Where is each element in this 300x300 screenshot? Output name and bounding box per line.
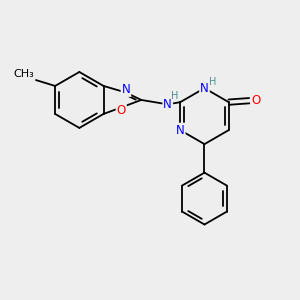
Text: CH₃: CH₃: [14, 69, 34, 79]
Text: H: H: [209, 77, 216, 87]
Text: N: N: [200, 82, 209, 95]
Text: N: N: [164, 98, 172, 111]
Text: N: N: [176, 124, 184, 136]
Text: N: N: [122, 83, 130, 96]
Text: O: O: [251, 94, 260, 107]
Text: O: O: [117, 104, 126, 118]
Text: H: H: [170, 91, 178, 101]
